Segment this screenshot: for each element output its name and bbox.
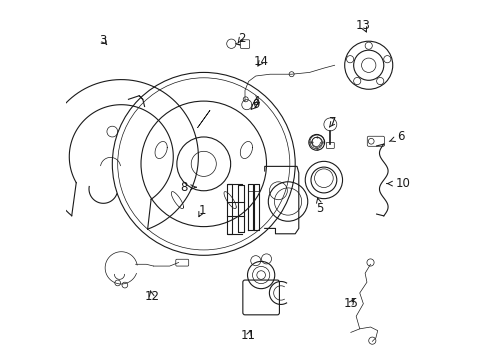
Text: 12: 12	[144, 290, 159, 303]
Text: 2: 2	[238, 32, 245, 45]
FancyBboxPatch shape	[368, 136, 385, 146]
Text: 10: 10	[387, 177, 410, 190]
Text: 14: 14	[254, 55, 269, 68]
Text: 8: 8	[180, 181, 196, 194]
Text: 11: 11	[241, 329, 256, 342]
Text: 9: 9	[251, 98, 260, 111]
FancyBboxPatch shape	[240, 40, 250, 48]
Text: 5: 5	[317, 198, 324, 215]
Text: 1: 1	[198, 204, 206, 217]
Text: 4: 4	[252, 95, 260, 108]
Text: 6: 6	[389, 130, 405, 144]
Text: 7: 7	[329, 116, 337, 129]
Text: 3: 3	[99, 33, 107, 47]
Text: 13: 13	[356, 19, 371, 32]
Text: 15: 15	[343, 297, 358, 310]
